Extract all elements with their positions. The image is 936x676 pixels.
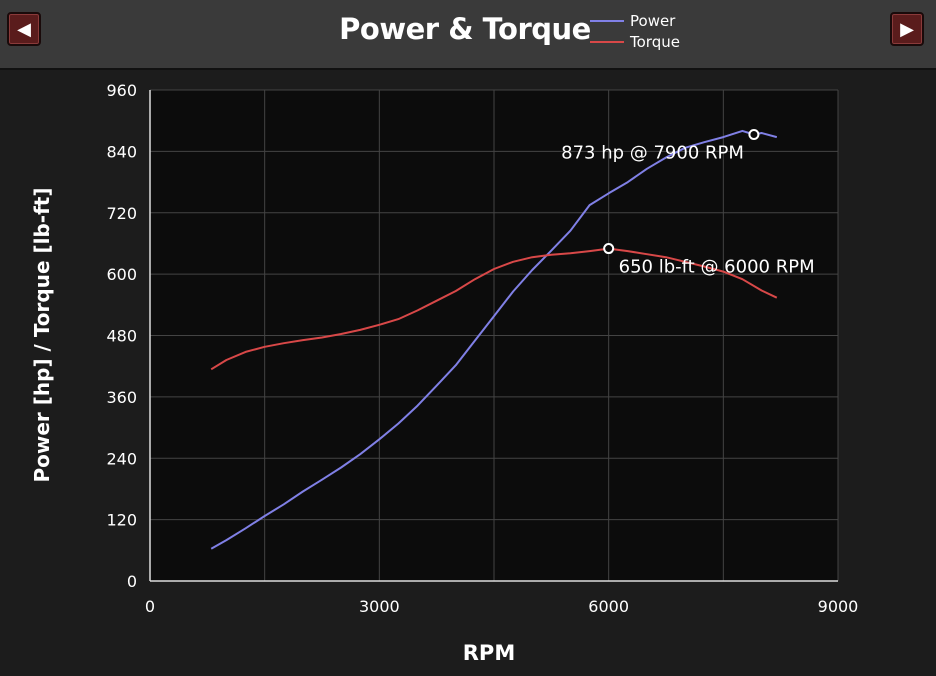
left-arrow-icon: ◀ (17, 18, 31, 40)
peak-label-power: 873 hp @ 7900 RPM (561, 142, 744, 163)
peak-marker-torque[interactable] (603, 243, 615, 255)
x-tick-label: 3000 (359, 597, 400, 616)
y-tick-label: 720 (106, 204, 137, 223)
y-tick-label: 0 (127, 572, 137, 591)
y-tick-label: 120 (106, 511, 137, 530)
y-tick-label: 480 (106, 327, 137, 346)
y-tick-label: 240 (106, 449, 137, 468)
x-tick-label: 0 (145, 597, 155, 616)
y-axis-label: Power [hp] / Torque [lb-ft] (30, 187, 54, 482)
y-tick-label: 960 (106, 81, 137, 100)
next-chart-button[interactable]: ▶ (890, 12, 924, 46)
peak-label-torque: 650 lb-ft @ 6000 RPM (619, 257, 815, 278)
right-arrow-icon: ▶ (900, 18, 914, 40)
peak-marker-power[interactable] (748, 128, 760, 140)
previous-chart-button[interactable]: ◀ (7, 12, 41, 46)
chart-legend: Power Torque (590, 10, 680, 52)
x-tick-label: 6000 (588, 597, 629, 616)
annotation-layer: 873 hp @ 7900 RPM 650 lb-ft @ 6000 RPM (561, 128, 815, 278)
y-tick-label: 840 (106, 142, 137, 161)
series-line-power[interactable] (210, 129, 778, 550)
y-tick-label: 600 (106, 265, 137, 284)
x-tick-label: 9000 (818, 597, 859, 616)
legend-swatch-torque (590, 40, 624, 43)
y-tick-label: 360 (106, 388, 137, 407)
legend-label-torque: Torque (630, 32, 680, 51)
legend-item-power[interactable]: Power (590, 10, 680, 31)
legend-label-power: Power (630, 11, 676, 30)
legend-swatch-power (590, 19, 624, 22)
x-axis-label: RPM (463, 641, 515, 665)
chart-header: ◀ Power & Torque Power Torque ▶ (0, 0, 936, 70)
chart-title: Power & Torque (339, 12, 591, 46)
series-layer (210, 129, 778, 550)
series-line-torque[interactable] (210, 247, 778, 371)
legend-item-torque[interactable]: Torque (590, 31, 680, 52)
axes: 0 120 240 360 480 600 720 840 960 0 3000 6000 9000 (106, 81, 858, 616)
